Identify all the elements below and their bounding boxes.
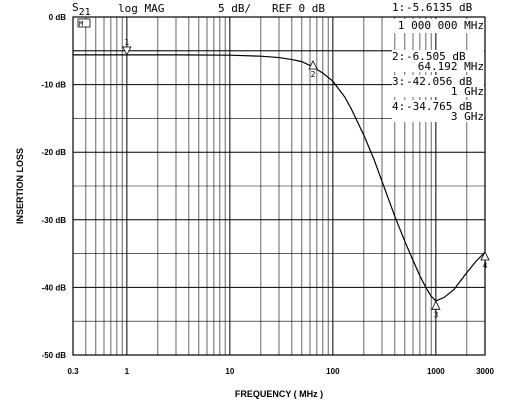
x-tick-labels: 0.3 1 10 100 1000 3000 [67,367,494,376]
readout-1-value: -5.6135 dB [406,1,473,14]
x-axis-label: FREQUENCY ( MHz ) [235,389,323,399]
marker-3: 3 [431,300,441,319]
x-tick-label: 1000 [427,367,445,376]
major-grid [73,17,485,355]
y-tick-label: -10 dB [42,81,67,90]
readout-2-value: -6.505 dB [406,50,466,63]
readout-4-freq: 3 GHz [451,110,484,123]
readout-2-label: 2: [392,50,405,63]
markers: 1 2 3 4 [122,38,490,319]
readout-3-value: -42.056 dB [406,75,473,88]
readout-1-label: 1: [392,1,405,14]
marker-1: 1 [122,38,132,56]
marker-number: 3 [433,310,438,319]
readout-4-value: -34.765 dB [406,100,473,113]
marker-readouts: 1: -5.6135 dB 1 000 000 MHz 2: -6.505 dB… [384,1,484,123]
x-tick-label: 100 [326,367,340,376]
marker-triangle [431,300,441,310]
marker-flag: M [77,18,91,28]
readout-1-freq: 1 000 000 MHz [398,19,484,32]
y-tick-label: -30 dB [42,216,67,225]
format-label: log MAG [118,2,164,15]
y-tick-label: -50 dB [42,351,67,360]
plot-frame [72,16,486,356]
ref-label: REF 0 dB [272,2,325,15]
x-tick-label: 1 [125,367,130,376]
marker-number: 1 [124,38,129,47]
marker-number: 2 [311,70,316,79]
readout-4-label: 4: [392,100,405,113]
marker-4: 4 [480,251,490,270]
x-tick-label: 0.3 [67,367,79,376]
x-tick-label: 10 [225,367,234,376]
marker-2: 2 [308,60,318,79]
readout-2-freq: 64.192 MHz [418,60,484,73]
y-tick-label: 0 dB [49,13,67,22]
s21-trace [73,54,486,302]
param-label: S21 [72,1,91,18]
y-tick-label: -40 dB [42,283,67,292]
minor-grid [73,17,485,355]
marker-triangle [308,60,318,70]
marker-triangle [122,46,132,56]
y-tick-label: -20 dB [42,148,67,157]
scale-label: 5 dB/ [218,2,251,15]
x-tick-label: 3000 [476,367,494,376]
marker-triangle [480,251,490,261]
marker-number: 4 [483,261,488,270]
y-tick-labels: 0 dB -10 dB -20 dB -30 dB -40 dB -50 dB [42,13,67,360]
y-axis-label: INSERTION LOSS [15,148,25,224]
readout-3-label: 3: [392,75,405,88]
marker-flag-text: M [79,20,83,28]
readout-3-freq: 1 GHz [451,85,484,98]
